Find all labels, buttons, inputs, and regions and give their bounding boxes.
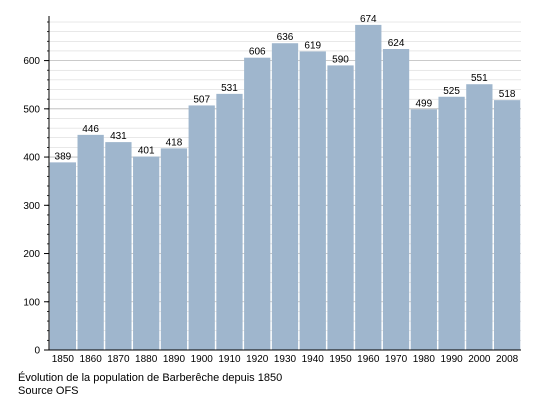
data-labels: 389 446 431 401 418 507 531 606 636 619 590 674 624 4… [55, 14, 516, 162]
bar-1990 [438, 96, 465, 350]
x-tick-label-1980: 1980 [413, 354, 436, 365]
x-tick-label-1920: 1920 [246, 354, 269, 365]
data-label-1870: 431 [110, 131, 127, 142]
x-tick-label-2000: 2000 [468, 354, 491, 365]
bar-1920 [244, 57, 271, 350]
data-label-1860: 446 [82, 124, 99, 135]
bar-1980 [410, 109, 437, 351]
bar-1860 [77, 134, 104, 350]
x-tick-label-1910: 1910 [218, 354, 241, 365]
x-tick-label-1990: 1990 [440, 354, 463, 365]
x-tick-label-1970: 1970 [385, 354, 408, 365]
data-label-1920: 606 [249, 47, 266, 58]
y-tick-label-400: 400 [23, 153, 40, 164]
data-label-1850: 389 [55, 151, 72, 162]
bars [49, 24, 521, 351]
x-tick-label-1850: 1850 [52, 354, 75, 365]
x-tick-label-1870: 1870 [107, 354, 130, 365]
bar-1930 [271, 43, 299, 350]
chart-caption: Évolution de la population de Barberêche… [18, 372, 283, 384]
bar-1940 [299, 51, 326, 351]
data-label-2000: 551 [471, 73, 488, 84]
data-label-1890: 418 [166, 137, 183, 148]
y-tick-label-600: 600 [23, 56, 40, 67]
axes: 1850 1860 1870 1880 1890 1900 1910 1920 1930 1940… [23, 16, 521, 365]
data-label-1930: 636 [277, 32, 294, 43]
y-tick-label-300: 300 [23, 201, 40, 212]
y-tick-label-100: 100 [23, 297, 40, 308]
data-label-1970: 624 [388, 38, 405, 49]
chart-source: Source OFS [18, 385, 79, 397]
y-tick-label-500: 500 [23, 104, 40, 115]
bar-1880 [133, 156, 160, 350]
x-tick-label-2008: 2008 [496, 354, 519, 365]
x-tick-label-1950: 1950 [329, 354, 352, 365]
bar-1890 [160, 148, 188, 350]
bar-1960 [355, 24, 382, 351]
y-tick-label-200: 200 [23, 249, 40, 260]
x-tick-label-1860: 1860 [80, 354, 103, 365]
bar-1970 [382, 49, 410, 350]
data-label-1990: 525 [443, 86, 460, 97]
data-label-1960: 674 [360, 14, 377, 25]
data-label-1940: 619 [304, 40, 321, 51]
x-tick-label-1890: 1890 [163, 354, 186, 365]
data-label-1950: 590 [332, 54, 349, 65]
bar-1870 [105, 142, 132, 350]
data-label-1980: 499 [415, 98, 432, 109]
bar-1950 [327, 65, 354, 350]
bar-2008 [493, 100, 521, 350]
x-tick-label-1880: 1880 [135, 354, 158, 365]
data-label-2008: 518 [499, 89, 516, 100]
y-tick-label-0: 0 [34, 346, 40, 357]
bar-2000 [466, 84, 493, 351]
x-tick-label-1930: 1930 [274, 354, 297, 365]
data-label-1910: 531 [221, 83, 238, 94]
data-label-1880: 401 [138, 146, 155, 157]
x-tick-label-1960: 1960 [357, 354, 380, 365]
data-label-1900: 507 [193, 94, 210, 105]
bar-1910 [216, 93, 243, 350]
bar-1900 [188, 105, 215, 351]
bar-1850 [49, 162, 77, 350]
x-tick-label-1940: 1940 [302, 354, 325, 365]
x-tick-label-1900: 1900 [191, 354, 214, 365]
